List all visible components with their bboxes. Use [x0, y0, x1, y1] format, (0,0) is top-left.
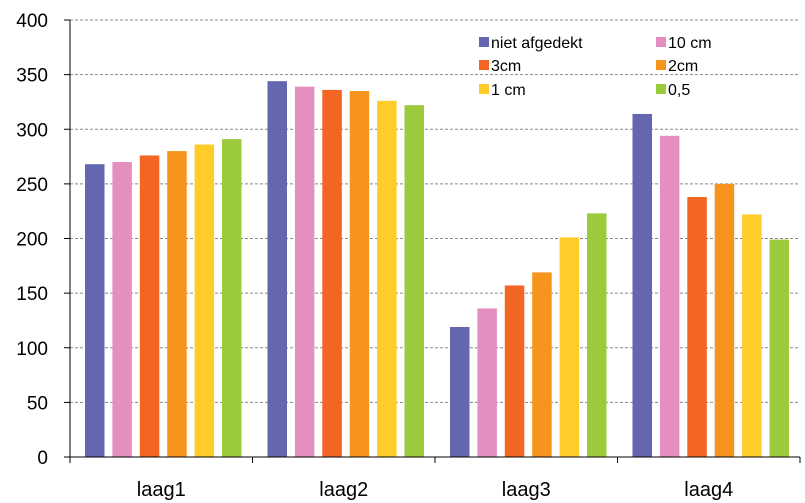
- y-tick-label: 300: [16, 120, 48, 141]
- bar-laag4-1: [659, 135, 680, 457]
- axes: [64, 19, 801, 463]
- legend-label: 10 cm: [668, 35, 712, 52]
- x-category-label: laag2: [319, 479, 368, 501]
- legend-label: 3cm: [491, 58, 521, 75]
- bar-laag1-3: [167, 151, 187, 457]
- bar-laag4-4: [742, 214, 762, 457]
- legend-swatch: [479, 84, 489, 94]
- legend-swatch: [479, 60, 489, 70]
- bar-laag3-4: [559, 237, 580, 457]
- y-tick-label: 0: [37, 448, 48, 469]
- y-tick-label: 200: [16, 230, 48, 251]
- y-tick-label: 100: [16, 339, 48, 360]
- y-tick-labels: 0 50 100 150 200 250 300 350 400: [16, 11, 48, 469]
- bar-laag3-1: [477, 308, 497, 457]
- bar-laag2-4: [377, 100, 397, 457]
- x-category-label: laag3: [502, 479, 551, 501]
- bar-laag1-1: [112, 162, 132, 457]
- gridlines: [70, 19, 800, 403]
- legend-swatch: [656, 37, 666, 47]
- y-tick-label: 250: [16, 175, 48, 196]
- bar-laag2-1: [294, 86, 315, 457]
- legend-label: 1 cm: [491, 82, 526, 99]
- bar-laag4-5: [769, 239, 789, 457]
- y-tick-label: 50: [27, 393, 48, 414]
- bar-laag4-2: [687, 196, 707, 458]
- y-tick-label: 150: [16, 284, 48, 305]
- legend-label: 0,5: [668, 82, 690, 99]
- legend-swatch: [479, 37, 489, 47]
- bar-laag1-4: [194, 144, 215, 458]
- bars: [85, 81, 789, 458]
- legend-label: niet afgedekt: [491, 35, 583, 52]
- y-tick-label: 400: [16, 11, 48, 32]
- legend-swatch: [656, 60, 666, 70]
- bar-laag2-3: [349, 91, 370, 457]
- bar-laag3-0: [450, 326, 470, 457]
- legend-label: 2cm: [668, 58, 698, 75]
- legend: niet afgedekt 10 cm 3cm 2cm 1 cm 0,5: [479, 35, 712, 99]
- bar-laag1-5: [222, 139, 242, 457]
- legend-swatch: [656, 84, 666, 94]
- bar-laag2-5: [404, 105, 424, 457]
- bar-laag1-0: [85, 164, 105, 457]
- bar-laag3-5: [587, 213, 607, 457]
- y-tick-label: 350: [16, 66, 48, 87]
- bar-laag1-2: [139, 155, 160, 457]
- bar-laag3-3: [532, 272, 552, 457]
- bar-laag4-3: [714, 183, 735, 457]
- x-category-label: laag1: [137, 479, 186, 501]
- bar-laag3-2: [504, 285, 525, 457]
- bar-laag2-2: [322, 89, 342, 458]
- bar-laag4-0: [632, 113, 652, 457]
- bar-laag2-0: [267, 81, 287, 458]
- x-category-label: laag4: [684, 479, 733, 501]
- x-category-labels: laag1 laag2 laag3 laag4: [137, 479, 733, 501]
